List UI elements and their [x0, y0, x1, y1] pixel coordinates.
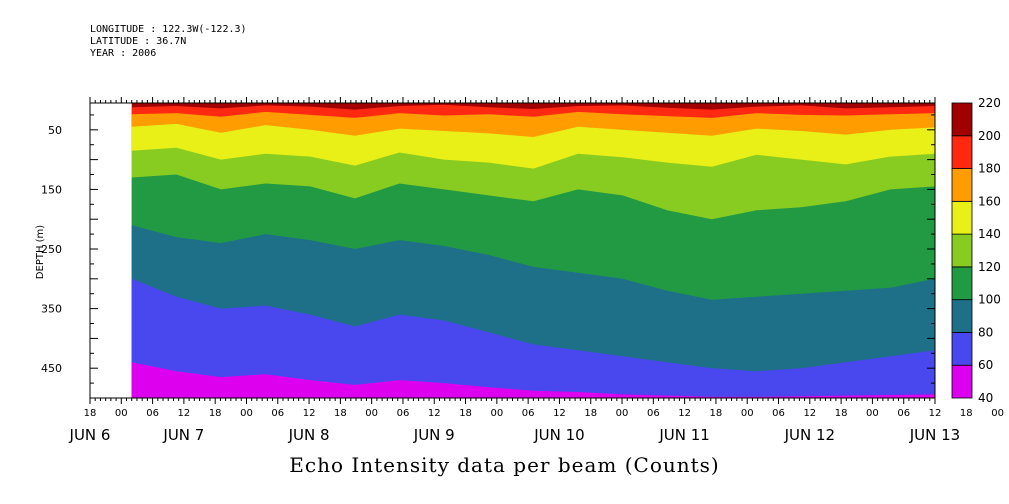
x-tick-label: 12	[178, 408, 191, 419]
x-tick-label: 18	[960, 408, 973, 419]
chart-title: Echo Intensity data per beam (Counts)	[289, 453, 720, 477]
x-tick-label: 06	[647, 408, 660, 419]
colorbar-swatch	[951, 102, 973, 137]
x-tick-label: 00	[616, 408, 629, 419]
y-axis-label: DEPTH (m)	[35, 225, 46, 279]
y-axis: 50 150 250 350 450	[41, 114, 935, 384]
colorbar-label: 220	[978, 96, 1001, 110]
x-tick-label: 00	[490, 408, 503, 419]
x-tick-label: 00	[741, 408, 754, 419]
x-day-label: JUN 6	[69, 426, 111, 444]
x-tick-label: 18	[584, 408, 597, 419]
y-tick-label: 50	[48, 124, 62, 137]
location-metadata: LONGITUDE : 122.3W(-122.3) LATITUDE : 36…	[90, 24, 247, 60]
y-tick-label: 450	[41, 362, 62, 375]
x-tick-label: 12	[428, 408, 441, 419]
colorbar-swatch	[951, 135, 973, 169]
x-tick-label: 00	[991, 408, 1004, 419]
intensity-layers	[131, 103, 935, 398]
x-tick-label: 12	[929, 408, 942, 419]
colorbar-label: 80	[978, 325, 993, 339]
year-label: YEAR : 2006	[90, 48, 157, 59]
x-tick-label: 12	[553, 408, 566, 419]
x-tick-label: 18	[835, 408, 848, 419]
x-day-label: JUN 12	[784, 426, 835, 444]
colorbar-label: 180	[978, 162, 1001, 176]
x-tick-label: 18	[459, 408, 472, 419]
x-tick-label: 18	[710, 408, 723, 419]
x-tick-label: 00	[866, 408, 879, 419]
x-day-label: JUN 11	[658, 426, 709, 444]
colorbar-label: 140	[978, 227, 1001, 241]
y-tick-label: 250	[41, 243, 62, 256]
x-day-label: JUN 8	[288, 426, 330, 444]
x-tick-label: 00	[240, 408, 253, 419]
y-tick-label: 150	[41, 183, 62, 196]
x-day-label: JUN 9	[413, 426, 455, 444]
x-tick-label: 12	[803, 408, 816, 419]
x-tick-label: 06	[772, 408, 785, 419]
colorbar-label: 60	[978, 358, 993, 372]
colorbar-swatch	[951, 168, 973, 202]
colorbar-swatch	[951, 364, 973, 399]
x-tick-label: 06	[271, 408, 284, 419]
x-axis: 18 00 06 12 18 00 06 12 18 00 06 12 18 00 06 12 18 00 06 12…	[69, 97, 1004, 444]
x-tick-label: 18	[84, 408, 97, 419]
latitude-label: LATITUDE : 36.7N	[90, 36, 187, 47]
x-tick-label: 06	[522, 408, 535, 419]
colorbar-label: 100	[978, 293, 1001, 307]
intensity-band-60	[131, 362, 935, 398]
colorbar-swatch	[951, 233, 973, 268]
colorbar-label: 120	[978, 260, 1001, 274]
x-tick-label: 06	[897, 408, 910, 419]
colorbar-label: 40	[978, 391, 993, 405]
colorbar-label: 160	[978, 194, 1001, 208]
longitude-label: LONGITUDE : 122.3W(-122.3)	[90, 24, 247, 35]
colorbar-legend: 40 60 80 100 120 140 160 180 200 220	[951, 96, 1001, 405]
x-tick-label: 12	[303, 408, 316, 419]
x-day-label: JUN 10	[533, 426, 584, 444]
colorbar-swatch	[951, 266, 973, 301]
x-tick-label: 18	[334, 408, 347, 419]
x-tick-label: 12	[678, 408, 691, 419]
intensity-band-80	[131, 278, 935, 398]
x-tick-label: 06	[397, 408, 410, 419]
x-day-label: JUN 13	[909, 426, 960, 444]
x-tick-label: 18	[209, 408, 222, 419]
x-tick-label: 06	[146, 408, 159, 419]
x-tick-label: 00	[365, 408, 378, 419]
colorbar-swatch	[951, 299, 973, 333]
y-tick-label: 350	[41, 303, 62, 316]
colorbar-label: 200	[978, 129, 1001, 143]
x-tick-label: 00	[115, 408, 128, 419]
x-day-label: JUN 7	[162, 426, 204, 444]
colorbar-swatch	[951, 200, 973, 235]
colorbar-swatch	[951, 332, 973, 366]
